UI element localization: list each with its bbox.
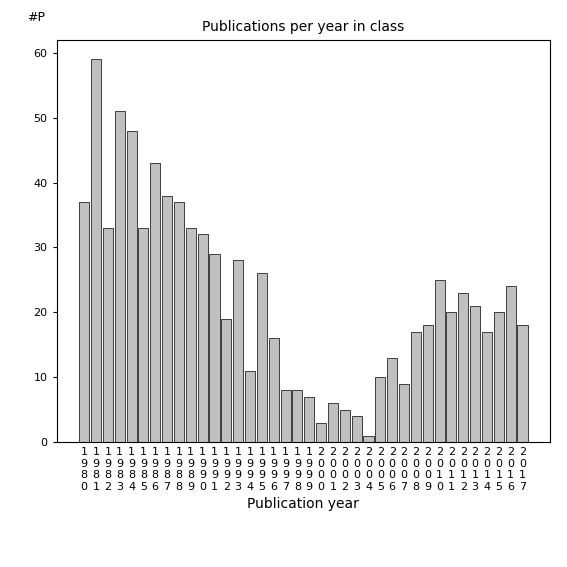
Bar xyxy=(221,319,231,442)
Bar xyxy=(150,163,160,442)
Bar xyxy=(352,416,362,442)
Bar xyxy=(186,228,196,442)
Bar xyxy=(387,358,397,442)
Bar xyxy=(316,423,326,442)
Bar xyxy=(399,384,409,442)
Bar xyxy=(115,111,125,442)
Bar xyxy=(411,332,421,442)
Text: #P: #P xyxy=(27,11,45,24)
Bar xyxy=(470,306,480,442)
Bar xyxy=(269,338,279,442)
Bar xyxy=(162,196,172,442)
Bar xyxy=(363,436,374,442)
Bar xyxy=(375,377,386,442)
Bar xyxy=(245,371,255,442)
Bar xyxy=(281,390,291,442)
X-axis label: Publication year: Publication year xyxy=(247,497,359,511)
Bar xyxy=(91,59,101,442)
Bar xyxy=(198,235,208,442)
Bar xyxy=(233,260,243,442)
Bar xyxy=(174,202,184,442)
Bar xyxy=(138,228,149,442)
Bar xyxy=(209,254,219,442)
Bar xyxy=(257,273,267,442)
Bar xyxy=(506,286,516,442)
Bar xyxy=(494,312,504,442)
Bar xyxy=(518,325,527,442)
Bar xyxy=(340,410,350,442)
Bar xyxy=(458,293,468,442)
Bar xyxy=(126,130,137,442)
Bar xyxy=(79,202,89,442)
Bar xyxy=(434,280,445,442)
Bar xyxy=(328,403,338,442)
Bar xyxy=(293,390,302,442)
Title: Publications per year in class: Publications per year in class xyxy=(202,20,404,35)
Bar xyxy=(304,397,314,442)
Bar xyxy=(482,332,492,442)
Bar xyxy=(423,325,433,442)
Bar xyxy=(103,228,113,442)
Bar xyxy=(446,312,456,442)
